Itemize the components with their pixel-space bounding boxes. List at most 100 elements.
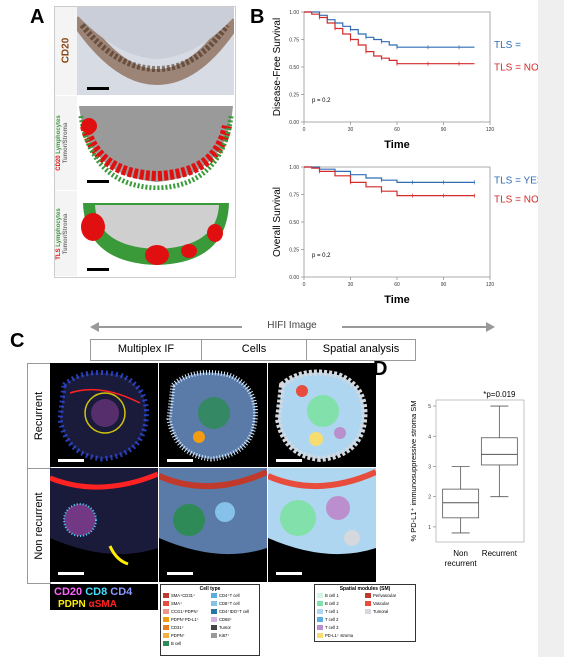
legend-cd4: CD4 <box>110 586 133 598</box>
sm-legend-item: T cell 2 <box>317 617 365 625</box>
cell-type-swatch <box>211 601 217 607</box>
box-ytick-label: 2 <box>428 495 431 501</box>
sm-swatch <box>317 625 323 631</box>
sm-swatch <box>317 633 323 639</box>
cell-type-legend-item: B cell <box>163 641 211 649</box>
sm-list-left: B cell 1 B cell 2 T cell 1 T cell 2 T cell 3… <box>317 593 365 641</box>
sm-label: B cell 1 <box>325 593 339 598</box>
cell-type-swatch <box>163 593 169 599</box>
dfs-series-yes <box>304 11 475 48</box>
box-iqr <box>442 488 480 519</box>
box-plot-frame <box>435 399 525 543</box>
cell-type-list-left: SMA⁺CD31⁺ SMA⁺ CCG1⁺PDPN⁺ PDPN⁺PD-L1⁺ CD31⁺ P… <box>163 593 211 649</box>
panel-a-frame <box>54 6 236 278</box>
sm-swatch <box>317 593 323 599</box>
cell-type-label: PDPN⁺ <box>171 633 185 638</box>
os-xlabel: Time <box>384 294 409 306</box>
sm-legend-item: PD-L1⁺ stroma <box>317 633 365 641</box>
sm-label: B cell 2 <box>325 601 339 606</box>
cell-type-legend-item: CD4⁺IDO⁺T cell <box>211 609 259 617</box>
box-ytick-label: 1 <box>428 525 431 531</box>
panel-label-b: B <box>250 6 265 28</box>
sm-legend-item: B cell 2 <box>317 601 365 609</box>
os-ytick-label: 1.00 <box>289 165 299 171</box>
sm-swatch <box>365 593 371 599</box>
tile-spatial-nonrecurrent <box>268 468 376 582</box>
cell-type-swatch <box>211 617 217 623</box>
os-xtick-label: 30 <box>348 282 354 288</box>
cell-type-swatch <box>163 625 169 631</box>
dfs-ytick-label: 0.50 <box>289 65 299 71</box>
sm-legend-item: Perivascular <box>365 593 413 601</box>
panel-label-d: D <box>373 358 388 380</box>
os-legend-no: TLS = NO <box>494 195 538 206</box>
cell-type-label: SMA⁺ <box>171 601 183 606</box>
spatial-modules-legend: Spatial modules (SM) B cell 1 B cell 2 T c… <box>314 584 416 642</box>
legend-cd8: CD8 <box>85 586 108 598</box>
label3-green: Lymphocytes <box>56 208 62 247</box>
os-legend-yes: TLS = YES <box>494 175 538 186</box>
dfs-legend-yes: TLS = <box>494 40 521 51</box>
dfs-xtick-label: 60 <box>394 127 400 133</box>
label3-gray: Tumor/Stroma <box>63 213 69 255</box>
cell-type-swatch <box>163 641 169 647</box>
dfs-xtick-label: 120 <box>486 127 495 133</box>
panel-label-a: A <box>30 6 45 28</box>
label3-group: TLS Lymphocytes Tumor/Stroma <box>56 208 72 259</box>
cell-type-label: CD31⁺ <box>171 625 184 630</box>
tls-detection-image <box>77 191 234 276</box>
cell-type-legend-item: Tumor <box>211 625 259 633</box>
cell-classification-image <box>77 96 234 190</box>
cell-type-swatch <box>163 601 169 607</box>
header-spatial-analysis: Spatial analysis <box>306 339 416 361</box>
dfs-xtick-label: 30 <box>348 127 354 133</box>
sm-legend-item: B cell 1 <box>317 593 365 601</box>
tile-spatial-recurrent <box>268 363 376 467</box>
tile-if-recurrent <box>50 363 158 467</box>
cell-type-legend-item: CD31⁺ <box>163 625 211 633</box>
os-ylabel: Overall Survival <box>272 187 283 257</box>
cell-type-swatch <box>163 609 169 615</box>
cell-type-swatch <box>211 609 217 615</box>
row-label-non-recurrent: Non recurrent <box>27 468 51 584</box>
sm-swatch <box>317 601 323 607</box>
cell-type-label: B cell <box>171 641 182 646</box>
sm-swatch <box>317 609 323 615</box>
sm-title: Spatial modules (SM) <box>339 586 391 592</box>
cell-type-legend-item: CD8⁺T cell <box>211 601 259 609</box>
sm-legend-item: T cell 1 <box>317 609 365 617</box>
box-category-label: Non recurrent <box>445 549 478 568</box>
cell-type-label: CD8⁺T cell <box>219 601 240 606</box>
cell-type-label: Ki67⁺ <box>219 633 230 638</box>
os-ytick-label: 0.25 <box>289 248 299 254</box>
os-xtick-label: 60 <box>394 282 400 288</box>
cell-type-swatch <box>211 625 217 631</box>
cd20-stain-label: CD20 <box>60 37 72 64</box>
box-category-label: Recurrent <box>482 549 518 558</box>
legend-asma: αSMA <box>88 599 117 610</box>
cell-type-legend-item: CD68⁺ <box>211 617 259 625</box>
dfs-pvalue: p = 0.2 <box>312 98 331 104</box>
cell-type-label: PDPN⁺PD-L1⁺ <box>171 617 199 622</box>
cell-type-swatch <box>211 593 217 599</box>
row-label-recurrent: Recurrent <box>27 363 51 469</box>
legend-cd20: CD20 <box>54 586 83 598</box>
dfs-ytick-label: 0.75 <box>289 38 299 44</box>
box-pvalue: *p=0.019 <box>483 390 516 399</box>
dfs-series-no <box>304 11 475 65</box>
box-ytick-label: 5 <box>428 404 431 410</box>
cell-type-label: Tumor <box>219 625 231 630</box>
hifi-label: HIFI Image <box>242 318 342 334</box>
header-cells: Cells <box>201 339 307 361</box>
legend-pdpn: PDPN <box>58 599 86 610</box>
box-ylabel: % PD-L1⁺ immunosuppressive stroma SM <box>409 400 418 541</box>
dfs-xtick-label: 0 <box>303 127 306 133</box>
os-ytick-label: 0.75 <box>289 193 299 199</box>
sm-legend-item: Tumoral <box>365 609 413 617</box>
km-os-chart: 0 30 60 90 120 0.00 0.25 0.50 0.75 1.00 Time Overal… <box>272 165 538 306</box>
cell-type-label: CCG1⁺PDPN⁺ <box>171 609 199 614</box>
page-margin <box>538 0 564 657</box>
pdl1-boxplot: 1 2 3 4 5 % PD-L1⁺ immunosuppressive stroma S… <box>409 390 525 568</box>
cell-type-legend-item: PDPN⁺PD-L1⁺ <box>163 617 211 625</box>
row-recurrent-text: Recurrent <box>33 391 45 441</box>
